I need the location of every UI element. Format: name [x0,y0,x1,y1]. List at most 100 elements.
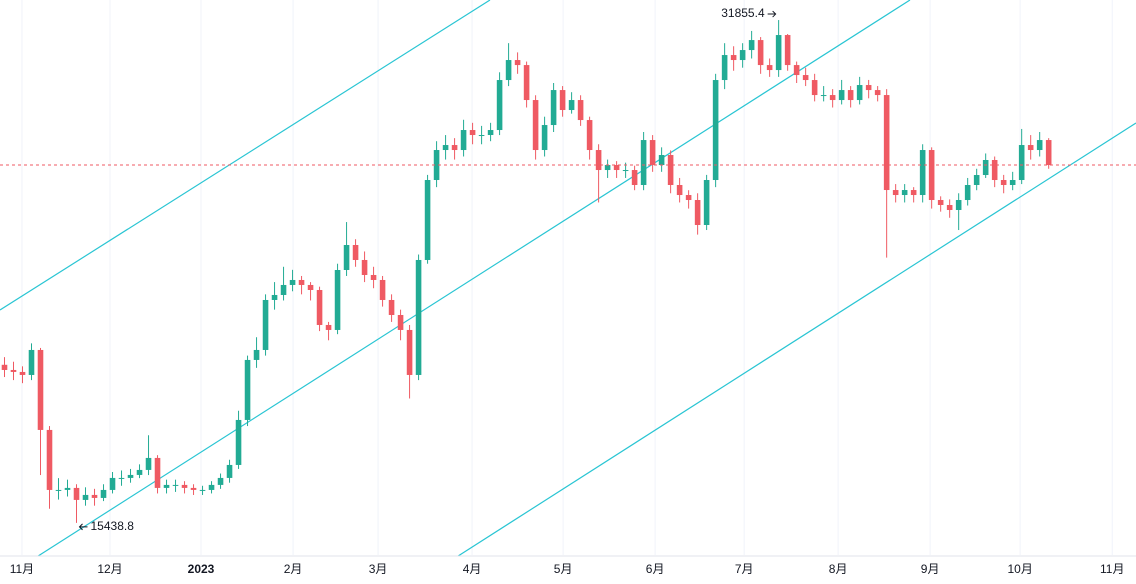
candle-body [235,419,242,465]
channel-drawing [0,0,1136,559]
candle-body [1,364,8,370]
candle-body [856,85,863,101]
channel-line [34,0,911,559]
x-tick-label: 8月 [829,562,848,576]
candle-body [865,85,872,91]
candle-body [136,469,143,475]
candle-body [802,75,809,81]
candle-body [298,279,305,285]
candle-body [469,130,476,136]
x-tick-label: 11月 [10,562,34,576]
candle-body [316,289,323,325]
grid [21,0,1113,555]
candles [1,20,1052,523]
candle-body [685,195,692,201]
candle-body [190,487,197,490]
candle-body [244,359,251,420]
x-tick-label: 6月 [646,562,665,576]
candle-body [550,90,557,126]
candle-body [307,284,314,290]
candle-body [874,90,881,96]
label-arrow [78,523,88,531]
candle-body [712,80,719,181]
candle-body [100,489,107,498]
x-tick-label: 3月 [369,562,388,576]
candle-body [568,100,575,111]
candle-body [640,140,647,185]
candle-body [532,100,539,151]
candle-body [352,245,359,260]
candle-body [766,65,773,71]
candle-body [289,279,296,285]
candle-body [262,299,269,350]
candle-body [424,180,431,260]
candle-body [649,140,656,166]
candle-body [937,200,944,206]
candle-body [19,371,26,375]
candle-body [334,269,341,330]
candle-body [46,429,53,490]
candle-body [820,95,827,97]
candle-body [793,65,800,76]
candle-body [676,185,683,196]
candle-body [406,329,413,375]
candle-body [946,205,953,210]
candle-body [730,55,737,61]
candle-body [28,349,35,375]
candle-body [604,165,611,171]
candle-body [154,457,161,488]
time-axis [0,556,1136,584]
candle-body [838,90,845,101]
candle-body [181,484,188,488]
candle-body [973,175,980,185]
low-label: 15438.8 [91,519,135,533]
candle-body [559,90,566,111]
candle-body [739,50,746,61]
candle-body [496,80,503,131]
candle-body [217,477,224,485]
channel-line [0,0,491,311]
candle-body [433,150,440,181]
candle-body [487,130,494,136]
candle-body [514,60,521,66]
candle-body [748,40,755,51]
x-tick-label: 11月 [1100,562,1124,576]
candle-body [811,80,818,96]
candle-body [784,35,791,66]
candle-body [1045,140,1052,166]
label-arrow [767,10,777,18]
channel-line [454,122,1136,559]
x-tick-label: 2月 [284,562,303,576]
candle-body [226,464,233,478]
candle-body [919,150,926,196]
candle-body [775,35,782,71]
candle-body [694,200,701,226]
candle-body [982,160,989,176]
candle-body [118,477,125,479]
candle-body [397,314,404,330]
candle-body [964,185,971,201]
candle-body [451,145,458,151]
x-tick-label: 9月 [921,562,940,576]
x-tick-label: 2023 [188,562,215,576]
candle-body [343,245,350,270]
candle-body [829,95,836,101]
candle-body [703,180,710,226]
x-tick-label: 12月 [97,562,122,576]
candle-body [667,155,674,185]
candle-body [37,349,44,430]
time-axis-labels: 11月 12月 2023 2月 3月 4月 5月 6月 7月 8月 9月 10月 11月 [10,562,1125,576]
candle-body [613,165,620,171]
candle-body [253,349,260,360]
candle-body [73,487,80,500]
candle-body [505,60,512,81]
x-tick-label: 5月 [554,562,573,576]
candle-body [928,150,935,201]
candle-body [10,369,17,372]
candle-body [388,299,395,315]
candle-body [163,484,170,488]
candle-body [1000,180,1007,185]
x-tick-label: 4月 [463,562,482,576]
candle-body [1009,180,1016,185]
candle-body [460,130,467,151]
